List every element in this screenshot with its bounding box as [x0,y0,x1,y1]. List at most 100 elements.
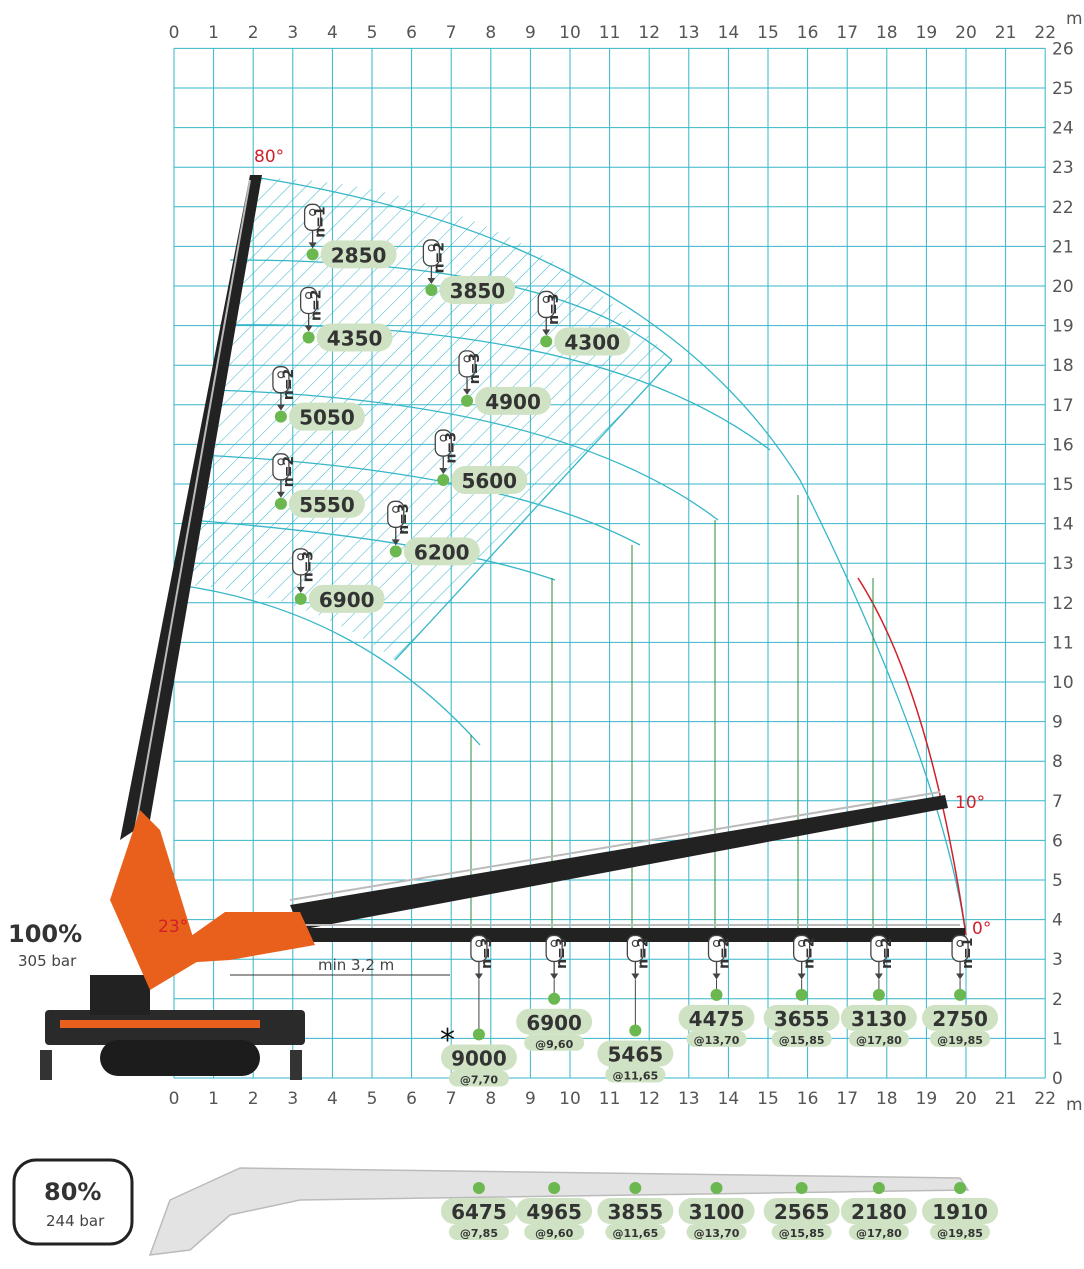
load-radius: @9,60 [535,1227,573,1240]
capacity-badge [922,1198,999,1224]
angle-0: 0° [972,919,991,939]
x-tick-label: 6 [406,23,417,43]
x-tick-label: 3 [287,23,298,43]
y-tick-label: 26 [1052,39,1074,59]
load-radius: @13,70 [694,1227,740,1240]
x-tick-label: 15 [757,1089,779,1109]
capacity-badge [448,1070,509,1087]
load-value: 3855 [608,1200,664,1224]
load-value: 1910 [932,1200,988,1224]
pulley-wheel-icon [542,295,550,304]
reduced-capacity-point: 3100 @13,70 [678,1182,755,1240]
x-axis-bottom-ticks: 0 1 2 3 4 5 6 7 8 9 10 11 12 13 14 15 16 17 18 19 20 21 22 [169,1089,1056,1109]
y-tick-label: 5 [1052,871,1063,891]
boom-base-orange [150,912,315,965]
red-arc [857,577,967,936]
load-value: 5050 [299,406,355,430]
load-point-marker [437,474,450,487]
capacity-badge [686,1224,747,1240]
hook-arrow-icon [631,973,640,980]
load-radius: @9,60 [535,1038,573,1051]
y-tick-label: 20 [1052,277,1074,297]
capacity-badge [848,1224,909,1240]
capacity-badge [678,1004,755,1031]
load-radius: @11,65 [612,1069,658,1082]
load-value: 5600 [461,469,517,493]
capacity-badge [440,1198,517,1224]
load-point-marker [872,1182,885,1194]
load-point-marker [954,1182,967,1194]
capacity-badge [763,1004,840,1031]
hook-arrow-icon [542,329,551,336]
reeving-label: n=3 [554,937,570,968]
reeving-label: n=3 [546,293,562,324]
unit-label-bottom: m [1066,1095,1083,1115]
load-point-marker [302,331,315,344]
reeving-label: n=2 [309,289,325,320]
capacity-badge [605,1224,666,1240]
capacity-badge [554,327,631,356]
load-value: 9000 [451,1046,507,1070]
load-value: 2565 [774,1200,830,1224]
y-tick-label: 0 [1052,1069,1063,1089]
load-point-marker [872,988,885,1001]
reduced-capacity-point: 3855 @11,65 [597,1182,674,1240]
capacity-badge [840,1198,917,1224]
y-tick-label: 13 [1052,554,1074,574]
pulley-wheel-icon [712,939,721,948]
capacity-badge [288,489,365,518]
y-tick-label: 22 [1052,198,1074,218]
load-value: 2180 [851,1200,907,1224]
x-axis-top-ticks: 0 1 2 3 4 5 6 7 8 9 10 11 12 13 14 15 16 17 18 19 20 21 22 [169,23,1056,43]
load-point-marker [548,1182,561,1194]
asterisk-mark: * [440,1023,455,1058]
hook-arrow-icon [276,404,285,411]
reeving-label: n=3 [396,503,412,534]
x-tick-label: 1 [208,1089,219,1109]
y-tick-label: 10 [1052,673,1074,693]
x-tick-label: 19 [916,23,938,43]
load-value: 5550 [299,493,355,517]
load-radius: @17,80 [856,1034,902,1047]
angle-10: 10° [955,793,985,813]
pressure-100-bar: 305 bar [18,952,77,970]
reduced-capacity-point: 2565 @15,85 [763,1182,840,1240]
load-value: 4900 [485,390,541,414]
y-tick-label: 15 [1052,475,1074,495]
load-value: 5465 [608,1042,664,1066]
capacity-badge [440,1044,517,1071]
x-tick-label: 22 [1034,23,1056,43]
x-tick-label: 20 [955,1089,977,1109]
boom-80 [120,175,262,840]
load-radius: @7,70 [460,1073,498,1086]
load-point-marker [274,410,287,423]
y-tick-label: 21 [1052,237,1074,257]
y-tick-label: 11 [1052,633,1074,653]
x-tick-label: 8 [485,23,496,43]
hook-arrow-icon [874,973,883,980]
x-tick-label: 12 [638,1089,660,1109]
capacity-badge [605,1066,666,1083]
reeving-label: n=2 [281,456,297,487]
pulley-wheel-icon [277,371,285,379]
pulley-wheel-icon [305,291,313,300]
x-tick-label: 17 [836,1089,858,1109]
x-tick-label: 13 [678,1089,700,1109]
capacity-badge [451,466,528,495]
pressure-80-box [12,1158,134,1246]
x-tick-label: 2 [248,1089,259,1109]
min-distance-label: min 3,2 m [318,956,394,974]
hook-arrow-icon [956,973,965,980]
x-tick-label: 2 [248,23,259,43]
reeving-label: n=2 [802,937,818,968]
x-tick-label: 20 [955,23,977,43]
x-tick-label: 16 [797,1089,819,1109]
